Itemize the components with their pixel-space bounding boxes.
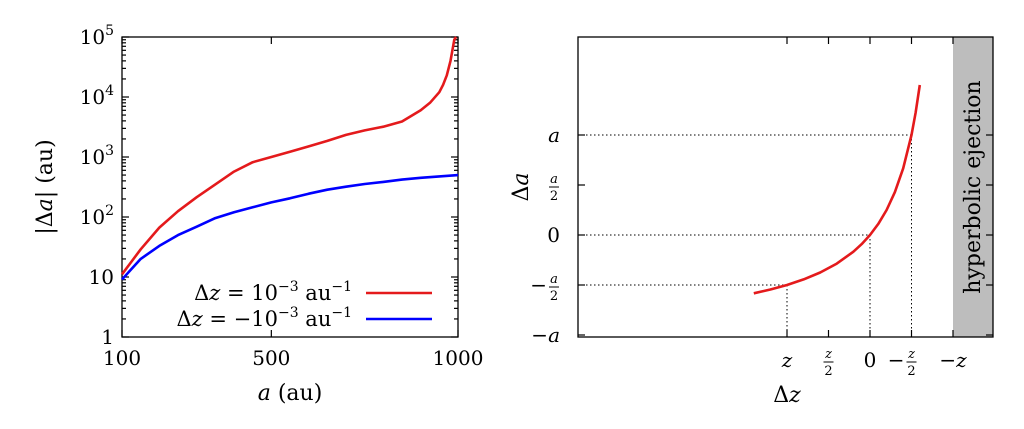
svg-text:−: −: [888, 348, 905, 372]
left-ticks: 1 10 102 103 104 105 100 500 1000: [80, 23, 484, 370]
svg-text:z: z: [907, 347, 915, 362]
right-y-tick-label: a: [548, 123, 560, 147]
right-x-tick-label: 0: [864, 348, 877, 372]
svg-text:z: z: [824, 347, 832, 362]
right-y-tick-label: −a: [531, 323, 560, 347]
left-legend-label-2: Δz = −10−3 au−1: [176, 305, 352, 331]
left-y-tick-label: 1: [101, 325, 114, 349]
svg-text:2: 2: [824, 364, 832, 379]
left-plot-frame: [121, 36, 459, 338]
left-chart: 1 10 102 103 104 105 100 500 1000 a (au) |Δa| (a…: [33, 23, 483, 406]
svg-text:0: 0: [547, 223, 560, 247]
right-plot-frame: [577, 36, 994, 338]
left-legend-label-1: Δz = 10−3 au−1: [194, 279, 352, 305]
right-y-axis-label: Δa: [509, 172, 534, 201]
left-y-tick-label: 105: [80, 23, 114, 49]
svg-text:−: −: [530, 273, 547, 297]
left-x-axis-label: a (au): [258, 381, 323, 406]
svg-text:a: a: [550, 272, 558, 287]
right-y-tick-label: a2: [549, 172, 559, 204]
svg-text:−z: −z: [939, 348, 967, 372]
svg-text:2: 2: [550, 189, 558, 204]
right-x-tick-label: z2: [823, 347, 834, 379]
left-series-line-1: [120, 36, 458, 276]
left-x-tick-label: 500: [252, 346, 290, 370]
left-y-axis-label: |Δa| (au): [33, 139, 58, 234]
left-y-tick-label: 10: [89, 265, 114, 289]
svg-text:0: 0: [864, 348, 877, 372]
hyperbolic-ejection-region: [953, 37, 993, 337]
right-x-tick-label: z: [781, 348, 793, 372]
right-x-axis-label: Δz: [773, 383, 801, 408]
svg-text:2: 2: [907, 364, 915, 379]
right-y-tick-label: − a 2: [530, 272, 559, 304]
left-legend: Δz = 10−3 au−1Δz = −10−3 au−1: [176, 279, 432, 331]
left-series-line-2: [121, 173, 459, 281]
svg-text:2: 2: [550, 289, 558, 304]
left-x-tick-label: 1000: [433, 346, 484, 370]
right-x-tick-label: −z: [939, 348, 967, 372]
svg-text:z: z: [781, 348, 793, 372]
left-y-tick-label: 104: [80, 83, 114, 109]
right-series-group: [753, 84, 922, 295]
right-guide-lines: [578, 134, 912, 337]
right-x-tick-label: − z 2: [888, 347, 917, 379]
svg-text:−a: −a: [531, 323, 560, 347]
svg-text:a: a: [548, 123, 560, 147]
right-series-line-1: [753, 84, 922, 295]
left-x-tick-label: 100: [103, 346, 141, 370]
left-y-tick-label: 103: [80, 143, 114, 169]
right-y-tick-label: 0: [547, 223, 560, 247]
left-y-tick-label: 102: [80, 203, 114, 229]
hyperbolic-ejection-label: hyperbolic ejection: [961, 80, 986, 293]
left-series-group: [120, 36, 459, 281]
svg-text:a: a: [550, 172, 558, 187]
